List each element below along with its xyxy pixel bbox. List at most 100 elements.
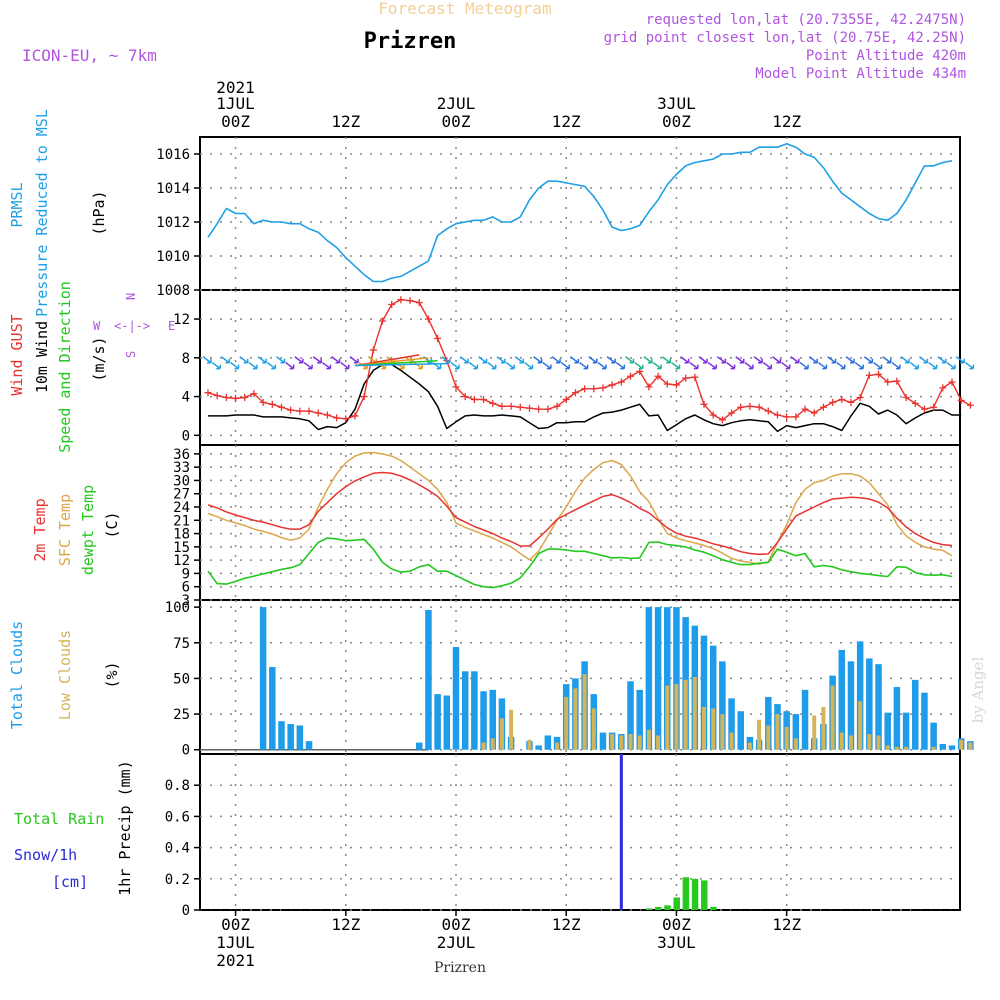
wind-direction-arrow [873, 361, 883, 370]
low-clouds-bar [839, 732, 844, 750]
total-clouds-bar [737, 711, 744, 750]
low-clouds-bar [683, 679, 688, 750]
wind-ytick-label: 12 [173, 312, 190, 328]
wind-gust-point [617, 378, 625, 386]
wind-direction-arrow [661, 356, 672, 364]
total-clouds-bar [296, 725, 304, 750]
temp-unit-label: (C) [103, 511, 121, 538]
wind-direction-arrow [937, 356, 947, 364]
wind-unit-label: (m/s) [90, 336, 108, 381]
wind-direction-arrow [321, 361, 332, 370]
wind-gust-point [627, 372, 635, 380]
wind-direction-arrow [202, 356, 212, 364]
temperature-ytick-label: 6 [182, 580, 190, 596]
total-clouds-bar [801, 689, 809, 750]
wind-direction-arrow [588, 356, 598, 364]
temperature-ytick-label: 21 [173, 513, 190, 529]
total-clouds-bar [452, 647, 460, 750]
top-axis-hour: 00Z [662, 112, 691, 131]
wind-gust-point [296, 407, 304, 415]
wind-gust-point [590, 385, 598, 393]
low-clouds-bar [674, 684, 679, 750]
rain-bar [701, 880, 708, 910]
temperature-ytick-label: 36 [173, 447, 190, 463]
compass-arrows: <-|-> [114, 319, 150, 333]
wind-direction-arrow [909, 361, 920, 370]
temperature-ytick-label: 30 [173, 473, 190, 489]
rain-bar [664, 905, 671, 910]
wind-gust-point [213, 392, 221, 400]
wind-gust-point [571, 389, 579, 397]
low-clouds-bar [747, 742, 752, 750]
wind-gust-point [599, 384, 607, 392]
clouds-panel: Total Clouds Low Clouds (%) [8, 621, 121, 729]
wind-gust-point [351, 412, 359, 420]
wind-gust-point [939, 384, 947, 392]
wind-gust-point [810, 409, 818, 417]
total-rain-label: Total Rain [14, 810, 104, 828]
wind-gust-point [232, 395, 240, 402]
wind-direction-arrow [900, 356, 910, 364]
wind-gust-point [259, 398, 267, 406]
wind-gust-line [207, 299, 971, 421]
total-clouds-bar [838, 649, 846, 750]
wind-direction-arrow [230, 361, 240, 370]
2m-temp-line [207, 471, 953, 556]
total-clouds-bar [673, 607, 680, 750]
total-clouds-bar [287, 724, 294, 750]
wind-direction-arrow [597, 361, 607, 370]
wind-gust-point [452, 383, 460, 391]
top-axis-hour: 12Z [331, 112, 360, 131]
wind-gust-label: Wind GUST [8, 314, 26, 395]
precip-frame [199, 753, 961, 911]
wind-direction-arrow [689, 361, 699, 370]
wind-gust-point [672, 381, 680, 389]
total-clouds-bar [719, 661, 726, 750]
clouds-frame [199, 599, 961, 755]
wind-direction-arrow [625, 356, 635, 364]
low-clouds-bar [931, 746, 936, 750]
wind-direction-arrow [762, 361, 773, 370]
low-clouds-bar [499, 718, 504, 750]
wind-gust-point [525, 404, 533, 412]
pressure-frame [199, 136, 961, 291]
wind-gust-point [920, 405, 928, 413]
total-clouds-bar [893, 686, 901, 750]
low-clouds-bar [582, 674, 587, 750]
bottom-axis-day: 2JUL [437, 933, 476, 952]
wind-gust-point [737, 403, 745, 411]
wind-gust-point [847, 398, 855, 406]
wind-gust-point [250, 390, 258, 398]
pressure-ytick-label: 1012 [156, 215, 190, 231]
total-clouds-bar [948, 745, 956, 750]
wind-direction-arrow [239, 356, 249, 364]
total-clouds-bar [471, 671, 478, 750]
wind-direction-arrow [551, 356, 561, 364]
wind-direction-arrow [744, 361, 754, 370]
wind-10m-line [208, 363, 962, 433]
sfc-temp-line [207, 451, 953, 565]
wind-gust-point [801, 405, 809, 413]
low-clouds-bar [876, 735, 881, 750]
total-clouds-bar [269, 667, 276, 750]
wind-direction-arrow [487, 361, 497, 370]
bottom-axis-year: 2021 [216, 951, 255, 970]
total-clouds-bar [599, 732, 607, 750]
clouds-ytick-label: 50 [173, 671, 190, 687]
low-clouds-bar [555, 742, 560, 750]
wind-direction-arrow [496, 356, 506, 364]
wind-direction-arrow [441, 356, 451, 364]
temp-dewpt-label: dewpt Temp [79, 485, 97, 575]
total-clouds-bar [847, 661, 855, 750]
wind-gust-point [397, 296, 405, 304]
wind-gust-point [379, 317, 387, 325]
wind-direction-arrow [698, 356, 708, 364]
wind-gust-point [856, 394, 864, 402]
total-clouds-bar [544, 735, 552, 750]
total-clouds-bar [259, 607, 267, 750]
wind-direction-arrow [799, 361, 809, 370]
wind-gust-point [608, 381, 616, 389]
temp-sfc-label: SFC Temp [56, 494, 74, 566]
wind-ytick-label: 8 [182, 351, 190, 367]
snow-label: Snow/1h [14, 846, 77, 864]
